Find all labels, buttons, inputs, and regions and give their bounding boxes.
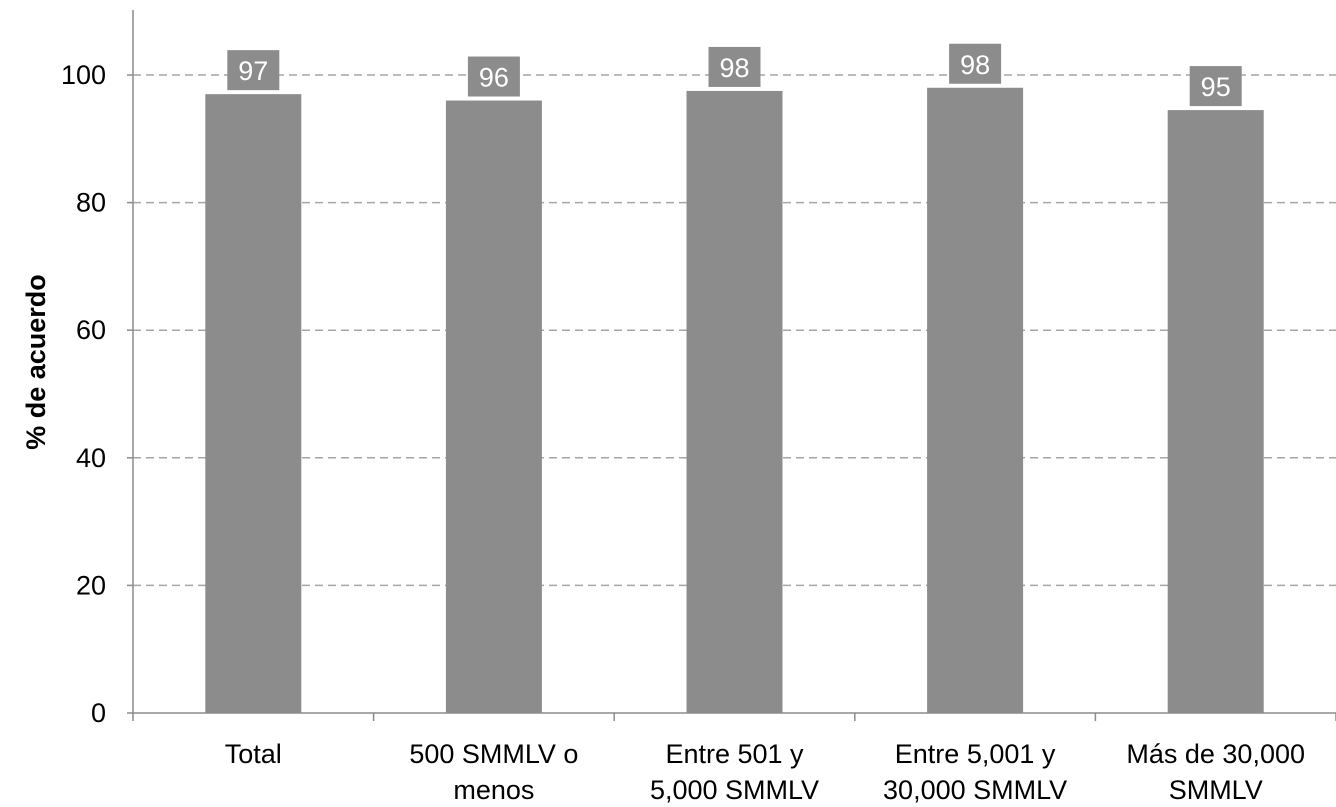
bar-2: [686, 90, 783, 713]
y-tick-label-20: 20: [76, 570, 106, 600]
data-label-bg-0: [227, 50, 280, 91]
y-axis-ticks: 0 20 40 60 80 100: [61, 60, 133, 728]
x-category-label-1: menos: [453, 775, 534, 805]
data-label-3: 98: [960, 50, 990, 80]
x-category-label-4: SMMLV: [1169, 775, 1263, 805]
data-labels: 97 96 98 98 95: [227, 43, 1242, 107]
x-category-label-3: 30,000 SMMLV: [883, 775, 1067, 805]
data-label-bg-4: [1189, 66, 1242, 107]
x-category-label-3: Entre 5,001 y: [895, 739, 1056, 769]
data-label-1: 96: [479, 63, 509, 93]
x-category-label-2: Entre 501 y: [665, 739, 804, 769]
data-label-bg-2: [708, 46, 761, 87]
bar-0: [205, 94, 302, 713]
x-category-label-4: Más de 30,000: [1126, 739, 1305, 769]
bar-3: [927, 87, 1024, 713]
x-category-label-2: 5,000 SMMLV: [650, 775, 819, 805]
data-label-0: 97: [238, 56, 268, 86]
bar-4: [1167, 110, 1264, 714]
y-tick-label-100: 100: [61, 60, 106, 90]
bars: [205, 87, 1264, 714]
y-tick-label-40: 40: [76, 443, 106, 473]
x-category-label-1: 500 SMMLV o: [409, 739, 578, 769]
y-tick-label-60: 60: [76, 315, 106, 345]
y-tick-label-80: 80: [76, 188, 106, 218]
y-tick-label-0: 0: [91, 698, 106, 728]
data-label-bg-3: [949, 43, 1002, 84]
x-axis-ticks: Total 500 SMMLV o menos Entre 501 y 5,000 SM…: [132, 713, 1336, 805]
data-label-2: 98: [719, 53, 749, 83]
bar-1: [445, 100, 542, 713]
y-axis-title: % de acuerdo: [21, 274, 51, 450]
data-label-4: 95: [1201, 72, 1231, 102]
x-category-label-0: Total: [225, 739, 282, 769]
data-label-bg-1: [467, 56, 520, 97]
